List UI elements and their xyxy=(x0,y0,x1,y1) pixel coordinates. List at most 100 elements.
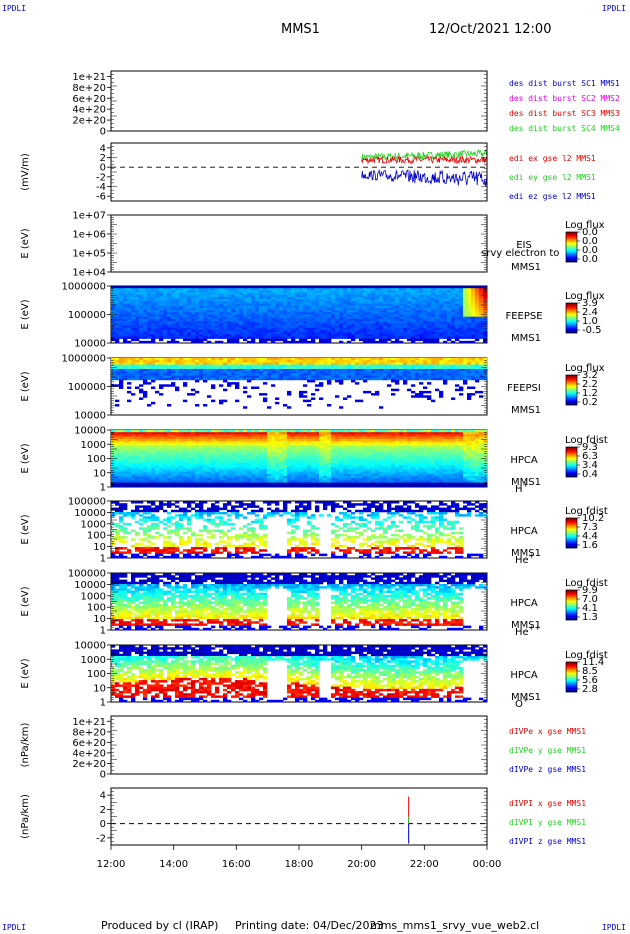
panel-hpca_h-colorbar-title: Log fdist xyxy=(565,435,608,446)
panel-hpca_hepp-ytick-label: 10 xyxy=(93,614,106,625)
panel-hpca_he-colorbar-tick: 7.3 xyxy=(582,522,598,533)
panel-divpi-legend-item: dIVPI x gse MMS1 xyxy=(509,799,586,808)
panel-hpca_he-spacecraft-label: MMS1 xyxy=(511,548,541,559)
time-axis-tick-label: 22:00 xyxy=(410,859,439,870)
header-spacecraft: MMS1 xyxy=(281,22,320,37)
panel-hpca_he-ytick-label: 1 xyxy=(100,554,106,565)
panel-feepse-colorbar-tick: -0.5 xyxy=(582,325,602,336)
panel-divpe-ytick-label: 1e+21 xyxy=(72,717,106,728)
panel-hpca_h-colorbar-tick: 6.3 xyxy=(582,451,598,462)
panel-hpca_h-colorbar-tick: 0.4 xyxy=(582,469,598,480)
panel-hpca_o-colorbar xyxy=(565,661,578,693)
panel-hpca_hepp-ylabel: E (eV) xyxy=(20,586,31,616)
panel-hpca_h-cells xyxy=(111,430,488,488)
panel-eis-colorbar-tick: 0.0 xyxy=(582,236,598,247)
panel-des-legend-item: des dist burst SC3 MMS3 xyxy=(509,109,620,118)
panel-eis-colorbar xyxy=(565,231,578,263)
panel-hpca_o-colorbar-tick: 11.4 xyxy=(582,657,604,668)
panel-eis-ytick-label: 1e+06 xyxy=(72,230,106,241)
time-axis-tick-label: 20:00 xyxy=(347,859,376,870)
panel-hpca_he-colorbar-tick: 4.4 xyxy=(582,531,598,542)
panel-divpe-frame xyxy=(110,715,488,775)
panel-feepsi-colorbar-title: Log flux xyxy=(565,363,605,374)
time-axis-tick-label: 12:00 xyxy=(97,859,126,870)
panel-des-legend-item: des dist burst SC2 MMS2 xyxy=(509,94,620,103)
panel-divpe-ytick-label: 8e+20 xyxy=(72,727,106,738)
panel-edi-ylabel: (mV/m) xyxy=(20,153,31,191)
panel-hpca_he-ylabel: E (eV) xyxy=(20,514,31,544)
panel-feepsi-cells xyxy=(111,358,488,409)
panel-divpe-ytick-label: 2e+20 xyxy=(72,759,106,770)
panel-hpca_o-species-label: O+ xyxy=(515,696,529,710)
panel-feepsi-spacecraft-label: MMS1 xyxy=(511,405,541,416)
panel-divpi-ytick-label: 0 xyxy=(100,819,106,830)
header-datetime: 12/Oct/2021 12:00 xyxy=(429,22,552,37)
panel-des-legend-item: des dist burst SC1 MMS1 xyxy=(509,79,620,88)
panel-divpi-frame xyxy=(110,787,488,846)
panel-edi-ytick-label: 4 xyxy=(100,143,106,154)
panel-hpca_hepp-instrument-label: HPCA xyxy=(510,598,538,609)
panel-feepse-colorbar-title: Log flux xyxy=(565,291,605,302)
panel-edi-legend-item: edi ey gse l2 MMS1 xyxy=(509,173,596,182)
panel-hpca_hepp-colorbar xyxy=(565,589,578,621)
panel-divpi: 4 2 0 -2 (nPa/km) dIVPI x gse MMS1 dIVPI y gse… xyxy=(20,787,586,846)
panel-hpca_hepp-colorbar-tick: 4.1 xyxy=(582,603,598,614)
panel-divpi-legend-item: dIVPI y gse MMS1 xyxy=(509,818,586,827)
panel-hpca_hepp-ytick-label: 10000 xyxy=(74,580,106,591)
panel-hpca_hepp-spacecraft-label: MMS1 xyxy=(511,620,541,631)
corner-label-top-left: IPDLI xyxy=(2,4,27,13)
panel-divpe-ytick-label: 4e+20 xyxy=(72,748,106,759)
panel-hpca_o-cells xyxy=(111,645,488,703)
corner-label-top-right: IPDLI xyxy=(601,4,626,13)
time-axis-tick-label: 00:00 xyxy=(473,859,502,870)
panel-hpca_hepp-colorbar-title: Log fdist xyxy=(565,578,608,589)
time-axis-tick-label: 14:00 xyxy=(159,859,188,870)
panel-hpca_he-instrument-label: HPCA xyxy=(510,526,538,537)
panel-eis-ytick-label: 1e+04 xyxy=(72,268,106,279)
panel-hpca_hepp-species-superscript: ++ xyxy=(529,624,541,632)
footer-printing-date: Printing date: 04/Dec/2023 xyxy=(235,919,384,932)
time-axis-tick-label: 18:00 xyxy=(285,859,314,870)
panel-hpca_o-colorbar-tick: 2.8 xyxy=(582,684,598,695)
panel-eis-colorbar-tick: 0.0 xyxy=(582,227,598,238)
corner-label-bottom-right: IPDLI xyxy=(601,923,626,932)
panel-hpca_hepp-ytick-label: 1000 xyxy=(81,591,106,602)
panel-des-frame xyxy=(110,70,488,132)
panel-eis-colorbar-tick: 0.0 xyxy=(582,254,598,265)
panel-hpca_he-species-superscript: + xyxy=(529,552,535,560)
panel-hpca_o-species-superscript: + xyxy=(523,696,529,704)
footer-filename: mms_mms1_srvy_vue_web2.cl xyxy=(370,919,540,932)
panel-eis-colorbar-tick: 0.0 xyxy=(582,245,598,256)
panel-hpca_o-ytick-label: 1 xyxy=(100,698,106,709)
panel-hpca_he-ytick-label: 1000 xyxy=(81,519,106,530)
panel-des-ytick-label: 1e+21 xyxy=(72,72,106,83)
panel-eis-ylabel: E (eV) xyxy=(20,228,31,258)
panel-des-ytick-label: 4e+20 xyxy=(72,105,106,116)
panel-feepse-ytick-label: 10000 xyxy=(74,339,106,350)
panel-divpi-ytick-label: 2 xyxy=(100,805,106,816)
panel-hpca_o-colorbar-title: Log fdist xyxy=(565,650,608,661)
panel-edi-ytick-label: 0 xyxy=(100,163,106,174)
panel-hpca_o-ytick-label: 100 xyxy=(87,669,106,680)
panel-hpca_h-ytick-label: 10 xyxy=(93,468,106,479)
panel-hpca_h-ylabel: E (eV) xyxy=(20,443,31,473)
panel-hpca_hepp-ytick-label: 1 xyxy=(100,626,106,637)
panel-des-ytick-label: 2e+20 xyxy=(72,116,106,127)
panel-feepsi-ytick-label: 10000 xyxy=(74,411,106,422)
panel-hpca_o-colorbar-tick: 5.6 xyxy=(582,675,598,686)
panel-feepsi-colorbar-tick: 0.2 xyxy=(582,397,598,408)
panel-feepse-spacecraft-label: MMS1 xyxy=(511,333,541,344)
panel-feepse-cells xyxy=(111,286,488,344)
panel-hpca_h-ytick-label: 1000 xyxy=(81,440,106,451)
panel-edi: 420-2-4-6 (mV/m) edi ex gse l2 MMS1 edi ey … xyxy=(20,142,596,203)
corner-label-bottom-left: IPDLI xyxy=(2,923,27,932)
panel-divpi-ylabel: (nPa/km) xyxy=(20,794,31,839)
panel-hpca_h-species-label: H+ xyxy=(515,481,529,495)
panel-hpca_he-colorbar-tick: 1.6 xyxy=(582,540,598,551)
panel-feepse-colorbar-tick: 1.0 xyxy=(582,316,598,327)
panel-hpca_h-ytick-label: 1 xyxy=(100,483,106,494)
panel-edi-series-edi-ey-gse-l2-MMS1 xyxy=(361,148,488,162)
panel-eis-instrument-label: EIS xyxy=(516,240,532,251)
